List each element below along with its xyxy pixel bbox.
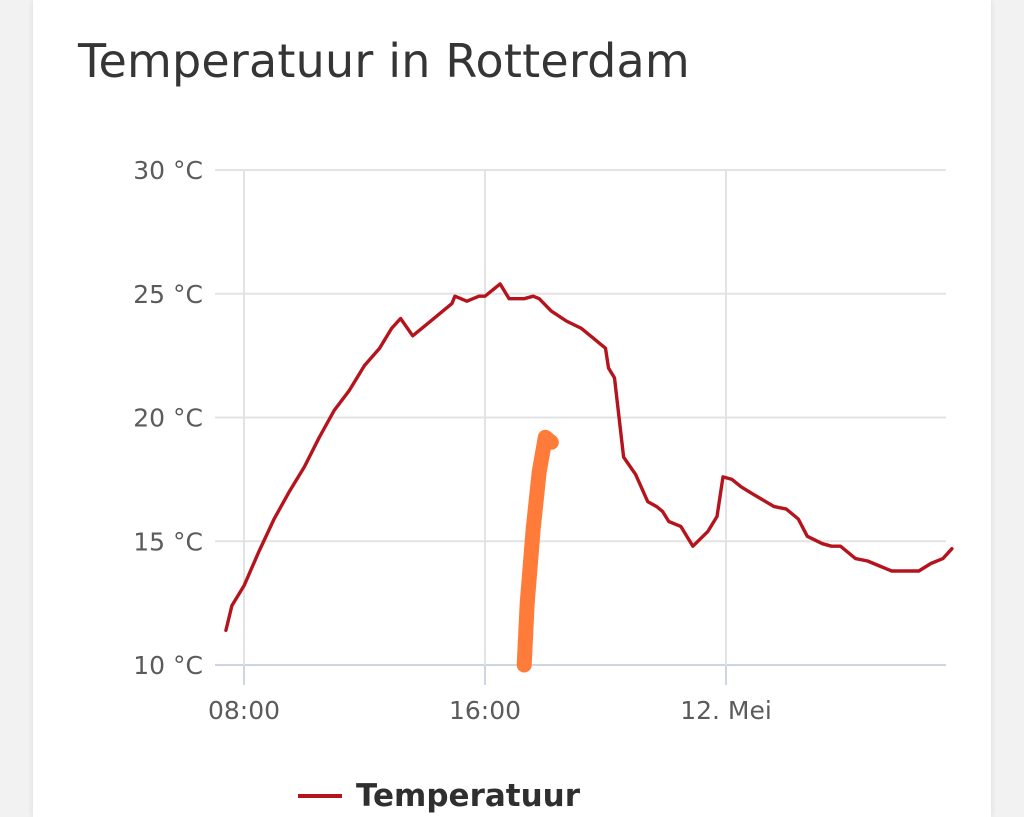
chart-title: Temperatuur in Rotterdam xyxy=(78,34,690,88)
legend[interactable]: Temperatuur xyxy=(298,778,580,814)
legend-swatch xyxy=(298,794,342,798)
legend-label-temperatuur: Temperatuur xyxy=(356,778,581,814)
chart-card: Temperatuur in Rotterdam xyxy=(33,0,991,817)
